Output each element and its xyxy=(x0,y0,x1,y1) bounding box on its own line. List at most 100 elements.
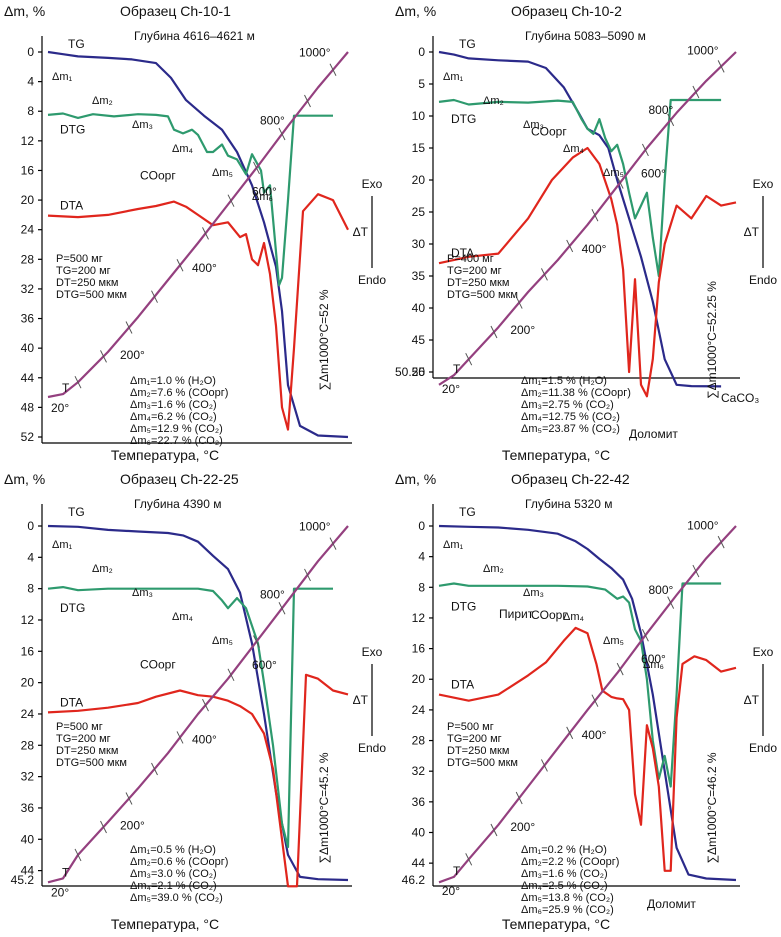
temp-label: 800° xyxy=(260,114,285,128)
mass-loss-line: Δm₄=2.5 % (CO₂) xyxy=(521,880,608,892)
temp-label: 800° xyxy=(648,583,673,597)
y-tick-label: 44 xyxy=(412,856,426,870)
y-tick-label-extra: 50.25 xyxy=(395,365,425,379)
y-tick-label: 16 xyxy=(21,644,35,658)
step-label: Δm₆ xyxy=(643,659,664,671)
y-tick-label: 32 xyxy=(412,764,426,778)
total-loss-label: ∑Δm1000°C=45.2 % xyxy=(317,752,331,863)
y-tick-label: 24 xyxy=(412,703,426,717)
y-tick-label: 44 xyxy=(21,371,35,385)
total-loss-label: ∑Δm1000°C=46.2 % xyxy=(705,752,719,863)
y-tick-label: 36 xyxy=(21,801,35,815)
mass-loss-line: Δm₁=0.5 % (H₂O) xyxy=(130,844,216,856)
curve-label-co: COорг xyxy=(531,125,567,139)
curve-label-dta: DTA xyxy=(60,199,83,213)
temp-tick xyxy=(202,227,209,240)
mass-loss-line: Δm₄=2.1 % (CO₂) xyxy=(130,880,217,892)
param-line: DT=250 мкм xyxy=(56,277,118,289)
y-tick-label: 32 xyxy=(21,770,35,784)
step-label: Δm₅ xyxy=(212,635,233,647)
curve-label-tg: TG xyxy=(68,37,85,51)
x-axis-label: Температура, °С xyxy=(111,447,219,463)
y-tick-label: 12 xyxy=(21,613,35,627)
y-tick-label: 48 xyxy=(21,400,35,414)
endo-label: Endo xyxy=(358,273,386,287)
annotation-label: Пирит xyxy=(499,607,534,621)
param-line: DT=250 мкм xyxy=(447,745,509,757)
step-label: Δm₁ xyxy=(52,539,73,551)
temp-tick xyxy=(616,176,624,189)
param-line: DTG=500 мкм xyxy=(447,289,518,301)
step-label: Δm₁ xyxy=(443,71,464,83)
temp-tick xyxy=(692,564,700,578)
exo-label: Exo xyxy=(362,645,383,659)
temp-tick xyxy=(227,668,235,682)
temp-label: 200° xyxy=(510,323,535,337)
curve-label-dta: DTA xyxy=(60,695,83,709)
y-tick-label: 20 xyxy=(21,193,35,207)
param-line: TG=200 мг xyxy=(447,733,502,745)
temp-tick xyxy=(591,694,599,707)
temp-tick xyxy=(540,268,548,281)
temp-tick xyxy=(329,63,337,76)
y-axis-label: Δm, % xyxy=(4,3,45,19)
y-tick-label: 35 xyxy=(412,269,426,283)
mass-loss-line: Δm₂=11.38 % (COорг) xyxy=(521,387,631,399)
series-dtg-line xyxy=(47,585,333,849)
temp-tick xyxy=(100,820,107,834)
y-tick-label: 8 xyxy=(27,582,34,596)
y-tick-label: 4 xyxy=(27,75,34,89)
temp-tick xyxy=(176,259,184,272)
series-t-line xyxy=(438,51,737,386)
series-dta-line xyxy=(438,146,737,398)
y-tick-label: 5 xyxy=(418,77,425,91)
step-label: Δm₃ xyxy=(523,587,544,599)
temp-label: 1000° xyxy=(687,44,719,58)
mass-loss-line: Δm₁=0.2 % (H₂O) xyxy=(521,844,607,856)
temp-tick xyxy=(74,848,82,862)
temp-label: 600° xyxy=(252,184,277,198)
temp-tick xyxy=(100,350,107,363)
chart-panel-4: 0 4 8 12 16 20 24 28 32 36 40 44 46.2 Δm, % Образец Ch… xyxy=(395,471,777,932)
mass-loss-line: Δm₂=2.2 % (COорг) xyxy=(521,856,619,868)
temp-tick xyxy=(465,853,473,866)
temp-tick xyxy=(591,208,599,222)
temp-tick xyxy=(227,194,235,207)
param-line: P=500 мг xyxy=(56,721,103,733)
y-axis-label: Δm, % xyxy=(395,471,436,487)
y-tick-label: 20 xyxy=(21,676,35,690)
step-label: Δm₅ xyxy=(603,167,624,179)
series-dtg-line xyxy=(47,112,333,287)
annotation-label: Доломит xyxy=(647,897,696,911)
step-label: Δm₃ xyxy=(132,119,153,131)
panel-title: Образец Ch-22-25 xyxy=(120,471,239,487)
curve-label-dta: DTA xyxy=(451,246,474,260)
step-label: Δm₁ xyxy=(443,539,464,551)
y-tick-label: 40 xyxy=(412,825,426,839)
temp-label: 600° xyxy=(641,166,666,180)
annotation-label: Доломит xyxy=(629,427,678,441)
param-line: DTG=500 мкм xyxy=(56,289,127,301)
y-tick-label: 24 xyxy=(21,707,35,721)
temp-tick xyxy=(304,94,311,108)
mass-loss-line: Δm₆=25.9 % (CO₂) xyxy=(521,904,614,916)
temp-tick xyxy=(125,792,133,805)
temp-tick xyxy=(304,568,311,582)
temp-label: 1000° xyxy=(687,519,719,533)
curve-label-t: T xyxy=(62,381,70,395)
y-tick-label: 36 xyxy=(412,795,426,809)
y-tick-label: 10 xyxy=(412,109,426,123)
y-tick-label: 52 xyxy=(21,430,35,444)
delta-t-label: ΔT xyxy=(744,225,760,239)
y-tick-label: 8 xyxy=(418,580,425,594)
exo-label: Exo xyxy=(753,645,774,659)
temp-tick xyxy=(176,731,184,744)
series-dtg-line xyxy=(438,582,722,788)
y-tick-label: 0 xyxy=(27,45,34,59)
series-tg-line xyxy=(47,50,349,439)
temp-tick xyxy=(253,635,260,648)
param-line: P=500 мг xyxy=(56,253,103,265)
temp-tick xyxy=(151,290,158,303)
temp-label: 600° xyxy=(252,658,277,672)
